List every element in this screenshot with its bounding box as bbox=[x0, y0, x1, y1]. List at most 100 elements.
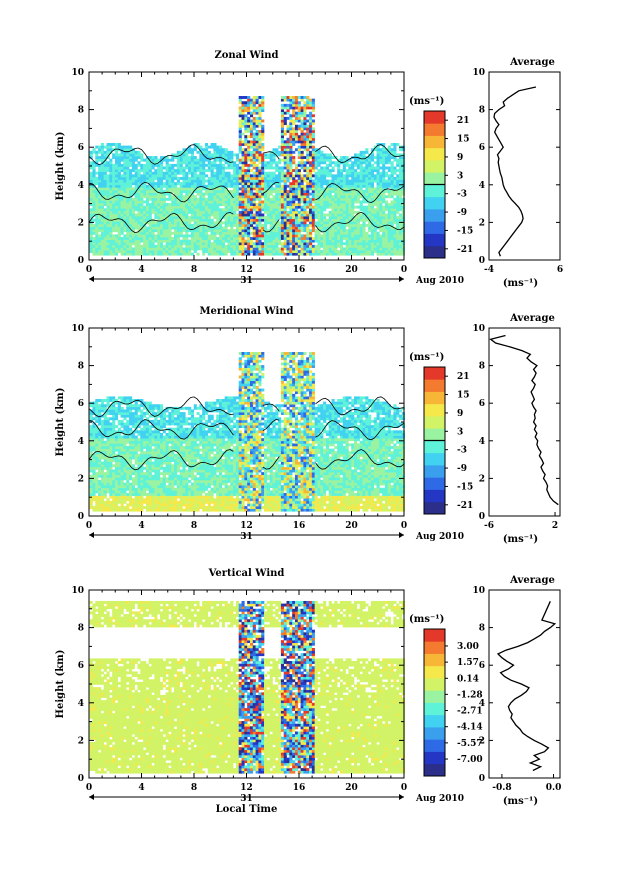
heatmap-cell bbox=[106, 223, 110, 227]
heatmap-cell bbox=[266, 174, 270, 178]
heatmap-cell bbox=[112, 221, 116, 225]
heatmap-cell bbox=[92, 493, 96, 496]
heatmap-cell bbox=[114, 213, 119, 217]
heatmap-cell bbox=[393, 242, 397, 246]
heatmap-cell bbox=[95, 213, 99, 217]
heatmap-cell bbox=[131, 153, 135, 157]
heatmap-cell bbox=[123, 179, 127, 183]
heatmap-cell bbox=[396, 203, 400, 206]
heatmap-cell bbox=[334, 210, 338, 214]
heatmap-cell bbox=[303, 161, 307, 165]
heatmap-cell bbox=[376, 150, 380, 154]
heatmap-cell bbox=[244, 174, 248, 178]
heatmap-cell bbox=[289, 197, 293, 201]
heatmap-cell bbox=[120, 187, 124, 191]
heatmap-cell bbox=[179, 234, 183, 238]
heatmap-cell bbox=[98, 456, 102, 460]
heatmap-cell bbox=[264, 182, 268, 186]
heatmap-cell bbox=[114, 182, 119, 186]
heatmap-cell bbox=[179, 252, 183, 256]
heatmap-cell bbox=[297, 137, 301, 141]
heatmap-cell bbox=[106, 161, 110, 165]
heatmap-cell bbox=[221, 221, 225, 225]
heatmap-cell bbox=[143, 213, 147, 217]
heatmap-cell bbox=[100, 485, 105, 489]
heatmap-cell bbox=[204, 158, 209, 162]
heatmap-cell bbox=[199, 226, 203, 230]
heatmap-cell bbox=[342, 208, 346, 212]
heatmap-cell bbox=[174, 226, 178, 230]
heatmap-cell bbox=[179, 176, 183, 180]
heatmap-cell bbox=[278, 221, 282, 225]
heatmap-cell bbox=[325, 158, 330, 162]
heatmap-cell bbox=[235, 200, 240, 204]
heatmap-cell bbox=[359, 223, 363, 227]
heatmap-cell bbox=[247, 174, 251, 178]
heatmap-cell bbox=[275, 218, 279, 222]
heatmap-cell bbox=[272, 190, 276, 193]
heatmap-cell bbox=[325, 192, 330, 196]
heatmap-cell bbox=[114, 226, 119, 230]
heatmap-cell bbox=[165, 226, 169, 230]
heatmap-cell bbox=[283, 184, 287, 188]
heatmap-cell bbox=[98, 171, 102, 175]
heatmap-cell bbox=[92, 169, 96, 173]
heatmap-cell bbox=[261, 216, 265, 220]
heatmap-cell bbox=[328, 252, 332, 256]
heatmap-cell bbox=[294, 229, 299, 233]
heatmap-cell bbox=[303, 242, 307, 246]
heatmap-cell bbox=[368, 156, 372, 159]
heatmap-cell bbox=[255, 166, 259, 170]
heatmap-cell bbox=[131, 208, 135, 212]
heatmap-cell bbox=[235, 213, 240, 217]
heatmap-cell bbox=[370, 252, 375, 256]
heatmap-cell bbox=[247, 208, 251, 212]
heatmap-cell bbox=[176, 205, 180, 209]
heatmap-cell bbox=[199, 161, 203, 165]
heatmap-cell bbox=[151, 184, 155, 188]
heatmap-cell bbox=[117, 145, 121, 149]
heatmap-cell bbox=[129, 197, 133, 201]
heatmap-cell bbox=[244, 122, 248, 126]
heatmap-cell bbox=[376, 169, 380, 173]
heatmap-cell bbox=[179, 205, 183, 209]
heatmap-cell bbox=[109, 237, 113, 240]
heatmap-cell bbox=[396, 221, 400, 225]
heatmap-cell bbox=[345, 213, 349, 217]
heatmap-cell bbox=[325, 153, 330, 157]
colorbar-unit: (ms⁻¹) bbox=[409, 96, 444, 107]
heatmap-cell bbox=[393, 210, 397, 214]
heatmap-cell bbox=[258, 145, 262, 149]
heatmap-cell bbox=[100, 205, 105, 209]
heatmap-cell bbox=[221, 158, 225, 162]
heatmap-cell bbox=[233, 229, 237, 233]
heatmap-cell bbox=[283, 103, 287, 107]
heatmap-cell bbox=[396, 179, 400, 183]
heatmap-cell bbox=[199, 179, 203, 183]
heatmap-cell bbox=[247, 156, 251, 159]
heatmap-cell bbox=[98, 150, 102, 154]
heatmap-cell bbox=[117, 197, 121, 201]
heatmap-cell bbox=[309, 223, 313, 227]
heatmap-cell bbox=[241, 148, 245, 152]
heatmap-cell bbox=[92, 250, 96, 253]
heatmap-cell bbox=[328, 174, 332, 178]
heatmap-cell bbox=[165, 247, 169, 251]
heatmap-cell bbox=[269, 218, 273, 222]
heatmap-cell bbox=[249, 124, 254, 128]
heatmap-cell bbox=[109, 493, 113, 496]
heatmap-cell bbox=[233, 171, 237, 175]
heatmap-cell bbox=[252, 137, 256, 141]
heatmap-cell bbox=[95, 498, 99, 502]
heatmap-cell bbox=[325, 250, 330, 253]
heatmap-cell bbox=[294, 216, 299, 220]
heatmap-cell bbox=[362, 213, 366, 217]
heatmap-cell bbox=[137, 176, 141, 180]
heatmap-cell bbox=[182, 190, 186, 193]
heatmap-cell bbox=[314, 200, 318, 204]
heatmap-cell bbox=[303, 184, 307, 188]
heatmap-cell bbox=[362, 252, 366, 256]
heatmap-cell bbox=[100, 443, 105, 447]
heatmap-cell bbox=[103, 200, 107, 204]
heatmap-cell bbox=[103, 208, 107, 212]
